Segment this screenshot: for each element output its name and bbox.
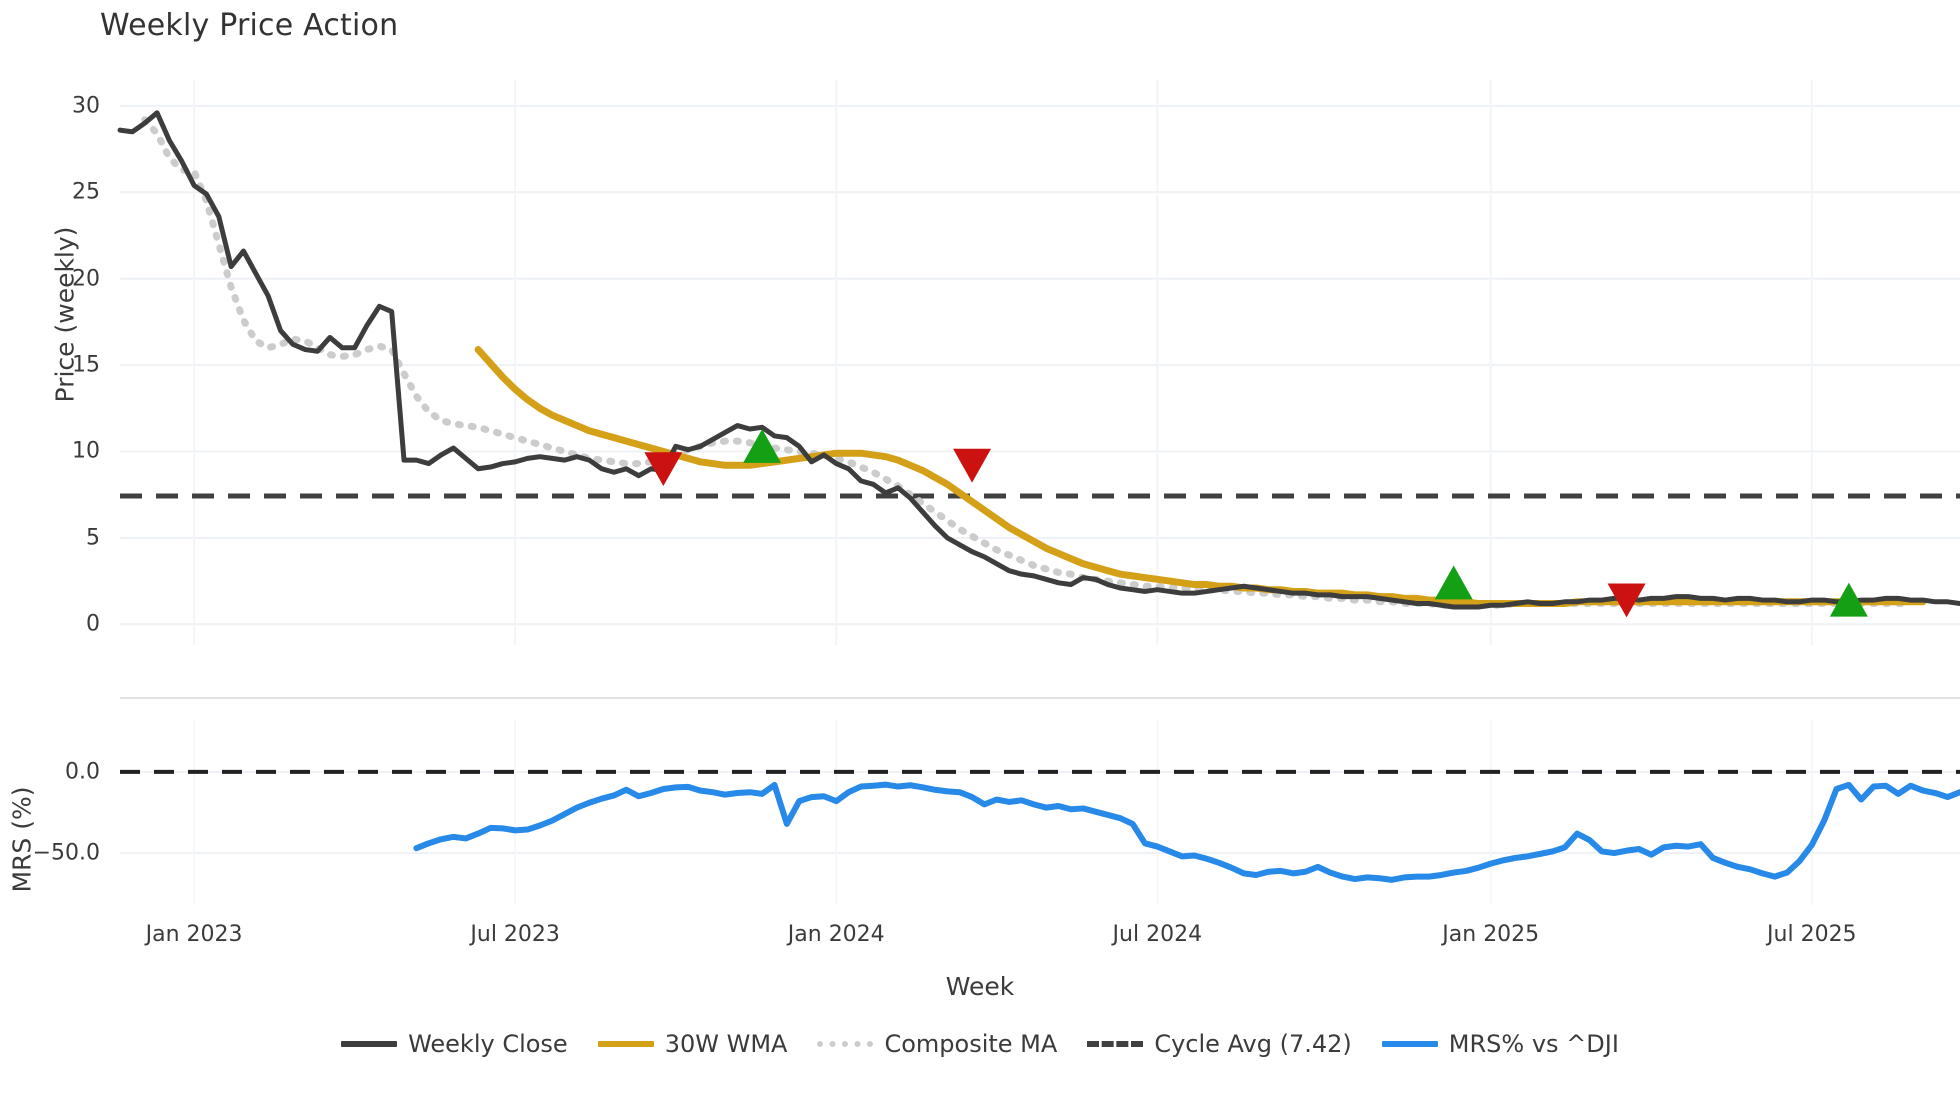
legend-item[interactable]: MRS% vs ^DJI (1381, 1030, 1619, 1058)
legend-swatch-icon (1381, 1041, 1438, 1047)
buy-signal-marker (743, 429, 782, 463)
legend-label: Composite MA (884, 1030, 1058, 1058)
legend-label: Cycle Avg (7.42) (1154, 1030, 1352, 1058)
series-30w-wma (474, 346, 1927, 608)
x-tick: Jan 2023 (145, 922, 243, 947)
legend-label: MRS% vs ^DJI (1448, 1030, 1619, 1058)
chart-legend: Weekly Close 30W WMA Composite MA Cycle Avg… (0, 1030, 1960, 1058)
price-y-tick: 0 (86, 611, 100, 637)
price-y-tick: 15 (72, 352, 100, 378)
legend-label: Weekly Close (408, 1030, 568, 1058)
x-tick: Jul 2025 (1767, 922, 1857, 947)
sell-signal-marker (644, 452, 683, 487)
mrs-panel-bg (120, 720, 1960, 905)
x-axis-label: Week (945, 972, 1015, 1001)
buy-signal-marker (1434, 565, 1473, 600)
legend-item[interactable]: 30W WMA (597, 1030, 788, 1058)
sell-signal-marker (953, 448, 992, 483)
series-weekly-close (117, 110, 1960, 610)
legend-item[interactable]: Cycle Avg (7.42) (1087, 1030, 1352, 1058)
price-panel-bg (120, 80, 1960, 645)
x-tick: Jul 2024 (1112, 922, 1203, 947)
series-mrs-percent (413, 781, 1960, 883)
x-tick: Jan 2024 (787, 922, 885, 947)
chart-title: Weekly Price Action (100, 8, 399, 43)
legend-swatch-icon (1087, 1041, 1144, 1047)
legend-item[interactable]: Weekly Close (341, 1030, 568, 1058)
mrs-y-tick: 0.0 (65, 759, 100, 785)
legend-label: 30W WMA (664, 1030, 788, 1058)
price-y-tick: 5 (86, 525, 100, 551)
price-y-tick: 30 (72, 93, 100, 119)
legend-swatch-icon (817, 1041, 874, 1047)
mrs-y-tick: −50.0 (32, 840, 100, 866)
legend-swatch-icon (341, 1041, 398, 1047)
buy-signal-marker (1829, 582, 1868, 617)
price-y-tick: 20 (72, 266, 100, 292)
legend-swatch-icon (597, 1041, 654, 1047)
x-tick: Jan 2025 (1442, 922, 1540, 947)
legend-item[interactable]: Composite MA (817, 1030, 1057, 1058)
price-y-tick: 25 (72, 179, 100, 205)
sell-signal-marker (1607, 583, 1646, 618)
price-y-tick: 10 (72, 438, 100, 464)
x-tick: Jul 2023 (470, 922, 560, 947)
